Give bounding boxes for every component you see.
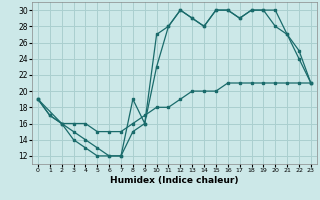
X-axis label: Humidex (Indice chaleur): Humidex (Indice chaleur) — [110, 176, 239, 185]
